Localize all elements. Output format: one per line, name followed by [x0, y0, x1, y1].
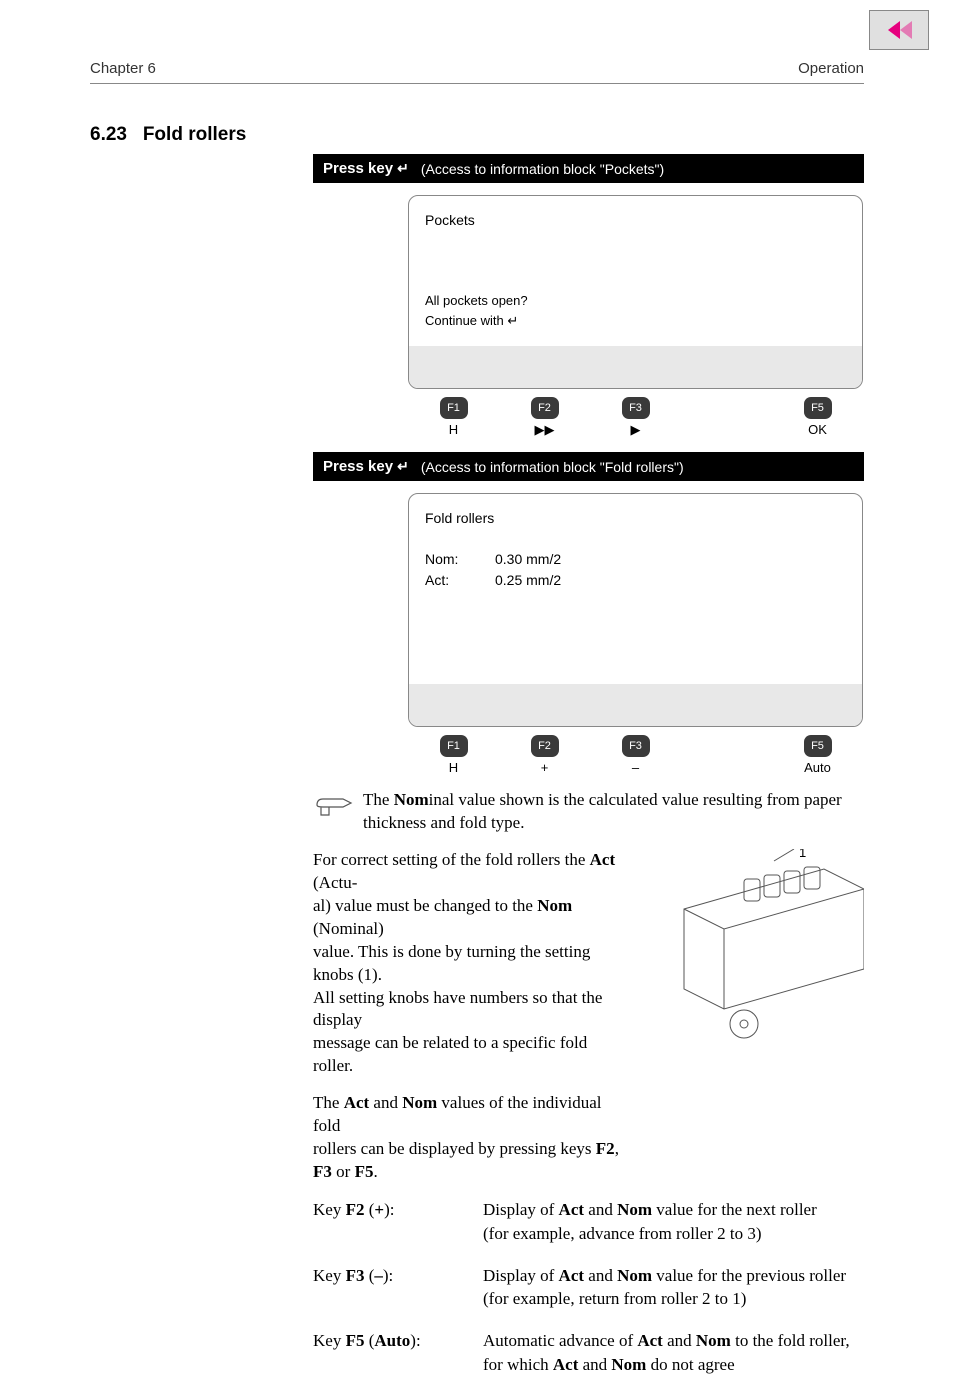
section-heading: 6.23 Fold rollers [90, 124, 864, 154]
back-arrow-icon [882, 17, 916, 43]
screen1-fkeys: F1 H F2 ▶▶ F3 ▶ F5 OK [408, 397, 863, 438]
fkey-f5-label: Auto [804, 760, 831, 775]
bar1-note: (Access to information block "Pockets") [421, 161, 664, 177]
diagram-label-1: 1 [799, 849, 806, 860]
fkey-f2-label: + [541, 760, 549, 775]
screen1-line1: Pockets [425, 210, 846, 231]
screen2-nom-label: Nom: [425, 549, 495, 570]
note-block: The Nominal value shown is the calculate… [313, 789, 864, 835]
fkey-f5-label: OK [808, 422, 827, 437]
fkey-f3-label: ▶ [631, 422, 641, 438]
instruction-bar-1: Press key ↵ (Access to information block… [313, 154, 864, 183]
fkey-f2[interactable]: F2 [531, 735, 559, 757]
fkey-f1-label: H [449, 760, 458, 775]
fkey-f2-label: ▶▶ [535, 422, 555, 438]
section-title-text: Fold rollers [143, 124, 246, 145]
header-chapter: Chapter 6 [90, 60, 156, 77]
enter-icon: ↵ [397, 160, 409, 177]
fkey-f1[interactable]: F1 [440, 397, 468, 419]
bar1-prefix: Press key [323, 160, 393, 177]
fkey-f1-label: H [449, 422, 458, 437]
fkey-f1[interactable]: F1 [440, 735, 468, 757]
section-number: 6.23 [90, 124, 127, 145]
screen2-fkeys: F1 H F2 + F3 – F5 Auto [408, 735, 863, 775]
page-header: Chapter 6 Operation [90, 60, 864, 84]
enter-icon: ↵ [397, 458, 409, 475]
screen1-line3: Continue with ↵ [425, 311, 846, 331]
screen2-act-label: Act: [425, 570, 495, 591]
fkey-f5[interactable]: F5 [804, 735, 832, 757]
key-table: Key F2 (+): Display of Act and Nom value… [313, 1198, 864, 1377]
header-title: Operation [798, 60, 864, 77]
key-row-f5: Key F5 (Auto): Automatic advance of Act … [313, 1329, 864, 1377]
bar2-prefix: Press key [323, 458, 393, 475]
key-row-f3: Key F3 (–): Display of Act and Nom value… [313, 1264, 864, 1312]
screen2-strip [409, 684, 862, 726]
display-screen-2: Fold rollers Nom:0.30 mm/2 Act:0.25 mm/2 [408, 493, 863, 727]
back-button[interactable] [869, 10, 929, 50]
instruction-bar-2: Press key ↵ (Access to information block… [313, 452, 864, 481]
top-bar [0, 0, 954, 60]
display-screen-1: Pockets All pockets open? Continue with … [408, 195, 863, 389]
fkey-f2[interactable]: F2 [531, 397, 559, 419]
fkey-f3-label: – [632, 760, 639, 775]
screen2-line1: Fold rollers [425, 508, 846, 529]
fkey-f3[interactable]: F3 [622, 735, 650, 757]
screen1-strip [409, 346, 862, 388]
note-text: The Nominal value shown is the calculate… [363, 789, 864, 835]
key-row-f2: Key F2 (+): Display of Act and Nom value… [313, 1198, 864, 1246]
roller-setting-paragraph: For correct setting of the fold rollers … [313, 849, 864, 1198]
fkey-f5[interactable]: F5 [804, 397, 832, 419]
fkey-f3[interactable]: F3 [622, 397, 650, 419]
enter-icon: ↵ [507, 313, 518, 328]
roller-diagram: 1 [624, 849, 864, 1198]
screen2-nom-value: 0.30 mm/2 [495, 549, 561, 570]
hand-pointing-icon [313, 789, 363, 824]
screen2-act-value: 0.25 mm/2 [495, 570, 561, 591]
bar2-note: (Access to information block "Fold rolle… [421, 459, 684, 475]
screen1-line2: All pockets open? [425, 291, 846, 311]
